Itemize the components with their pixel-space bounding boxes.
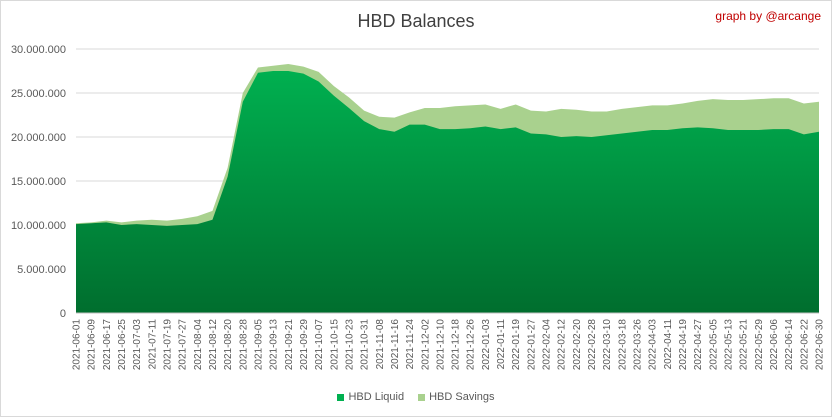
x-tick-label: 2021-10-31 — [360, 319, 371, 371]
x-tick-label: 2022-01-27 — [526, 319, 537, 371]
legend-label-savings: HBD Savings — [429, 391, 495, 403]
legend-item-savings: HBD Savings — [418, 391, 495, 403]
x-tick-label: 2021-11-08 — [375, 319, 386, 370]
x-tick-label: 2022-05-05 — [708, 319, 719, 371]
x-tick-label: 2021-08-28 — [238, 319, 249, 371]
y-tick-label: 5.000.000 — [17, 264, 66, 276]
x-tick-label: 2022-01-19 — [511, 319, 522, 371]
x-tick-label: 2021-06-01 — [72, 319, 83, 371]
x-tick-label: 2022-06-30 — [815, 319, 826, 371]
x-tick-label: 2022-02-12 — [557, 319, 568, 371]
x-tick-label: 2021-07-03 — [132, 319, 143, 371]
x-tick-label: 2021-09-13 — [269, 319, 280, 371]
x-tick-label: 2022-06-14 — [784, 319, 795, 371]
x-tick-label: 2022-03-18 — [617, 319, 628, 371]
x-tick-label: 2021-08-12 — [208, 319, 219, 371]
x-tick-label: 2021-06-09 — [87, 319, 98, 371]
x-tick-label: 2021-07-19 — [162, 319, 173, 371]
x-tick-label: 2022-06-06 — [769, 319, 780, 371]
x-tick-label: 2021-09-21 — [284, 319, 295, 371]
x-tick-label: 2022-05-29 — [754, 319, 765, 371]
x-tick-label: 2022-05-13 — [724, 319, 735, 371]
legend-label-liquid: HBD Liquid — [348, 391, 405, 403]
chart-title: HBD Balances — [357, 11, 475, 31]
x-tick-label: 2021-07-11 — [147, 319, 158, 370]
series-area-hbd-liquid — [76, 71, 819, 313]
x-tick-label: 2021-06-25 — [117, 319, 128, 371]
y-tick-label: 15.000.000 — [11, 176, 66, 188]
chart-legend: HBD Liquid HBD Savings — [1, 391, 831, 403]
x-tick-label: 2021-09-29 — [299, 319, 310, 371]
x-tick-label: 2021-12-26 — [466, 319, 477, 371]
x-tick-label: 2022-03-10 — [602, 319, 613, 371]
x-tick-label: 2021-10-07 — [314, 319, 325, 371]
legend-item-liquid: HBD Liquid — [337, 391, 404, 403]
x-tick-label: 2021-10-15 — [329, 319, 340, 371]
y-tick-label: 30.000.000 — [11, 44, 66, 56]
legend-swatch-liquid — [337, 393, 345, 401]
x-tick-label: 2022-01-03 — [481, 319, 492, 371]
x-tick-label: 2022-01-11 — [496, 319, 507, 370]
x-tick-label: 2021-10-23 — [344, 319, 355, 371]
y-tick-label: 0 — [60, 308, 66, 320]
legend-swatch-savings — [418, 393, 426, 401]
x-tick-label: 2022-02-20 — [572, 319, 583, 371]
y-tick-label: 10.000.000 — [11, 220, 66, 232]
x-tick-label: 2021-11-16 — [390, 319, 401, 370]
x-tick-label: 2022-04-03 — [648, 319, 659, 371]
x-tick-label: 2021-08-04 — [193, 319, 204, 371]
x-tick-label: 2022-02-04 — [542, 319, 553, 371]
chart-credit: graph by @arcange — [715, 9, 821, 23]
x-tick-label: 2021-12-10 — [435, 319, 446, 371]
x-tick-label: 2022-04-27 — [693, 319, 704, 371]
x-tick-label: 2022-04-19 — [678, 319, 689, 371]
x-tick-label: 2021-11-24 — [405, 319, 416, 370]
x-tick-label: 2021-09-05 — [253, 319, 264, 371]
x-tick-label: 2022-05-21 — [739, 319, 750, 371]
x-tick-label: 2021-06-17 — [102, 319, 113, 371]
x-tick-label: 2022-02-28 — [587, 319, 598, 371]
x-tick-label: 2022-03-26 — [633, 319, 644, 371]
x-tick-label: 2022-04-11 — [663, 319, 674, 370]
x-tick-label: 2021-12-02 — [420, 319, 431, 371]
x-tick-label: 2021-12-18 — [451, 319, 462, 371]
x-tick-label: 2021-07-27 — [178, 319, 189, 371]
y-tick-label: 20.000.000 — [11, 132, 66, 144]
x-tick-label: 2022-06-22 — [799, 319, 810, 371]
y-tick-label: 25.000.000 — [11, 88, 66, 100]
x-tick-label: 2021-08-20 — [223, 319, 234, 371]
